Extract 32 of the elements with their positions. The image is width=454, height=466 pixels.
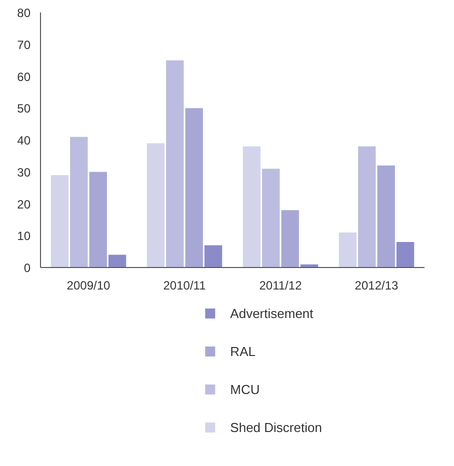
bar <box>146 143 165 268</box>
y-tick-label: 80 <box>17 6 31 20</box>
bar <box>396 242 414 268</box>
y-tick-label: 0 <box>24 261 31 275</box>
y-tick-label: 70 <box>17 38 31 52</box>
bar <box>185 108 203 268</box>
y-tick-label: 50 <box>17 102 31 116</box>
legend-label: RAL <box>230 344 256 359</box>
bar <box>358 146 376 268</box>
legend-label: Advertisement <box>230 306 314 321</box>
bar <box>166 60 184 268</box>
bar <box>242 146 261 268</box>
y-tick-label: 20 <box>17 197 31 212</box>
bar <box>108 254 126 268</box>
bar <box>262 168 280 268</box>
bar <box>89 172 107 268</box>
legend-label: Shed Discretion <box>230 420 322 435</box>
x-tick-label: 2012/13 <box>354 278 399 292</box>
y-tick-label: 10 <box>17 229 31 244</box>
y-tick-label: 30 <box>17 165 31 180</box>
x-tick-label: 2011/12 <box>259 278 302 292</box>
legend-label: MCU <box>230 382 260 397</box>
bar <box>70 136 88 268</box>
bar <box>50 175 69 268</box>
bar <box>377 166 395 268</box>
x-tick-label: 2009/10 <box>66 278 111 292</box>
x-tick-label: 2010/11 <box>163 278 206 292</box>
y-tick-label: 60 <box>17 70 31 84</box>
bar <box>281 210 299 268</box>
y-tick-label: 40 <box>17 134 31 148</box>
bar <box>338 232 357 268</box>
bar <box>204 245 222 268</box>
